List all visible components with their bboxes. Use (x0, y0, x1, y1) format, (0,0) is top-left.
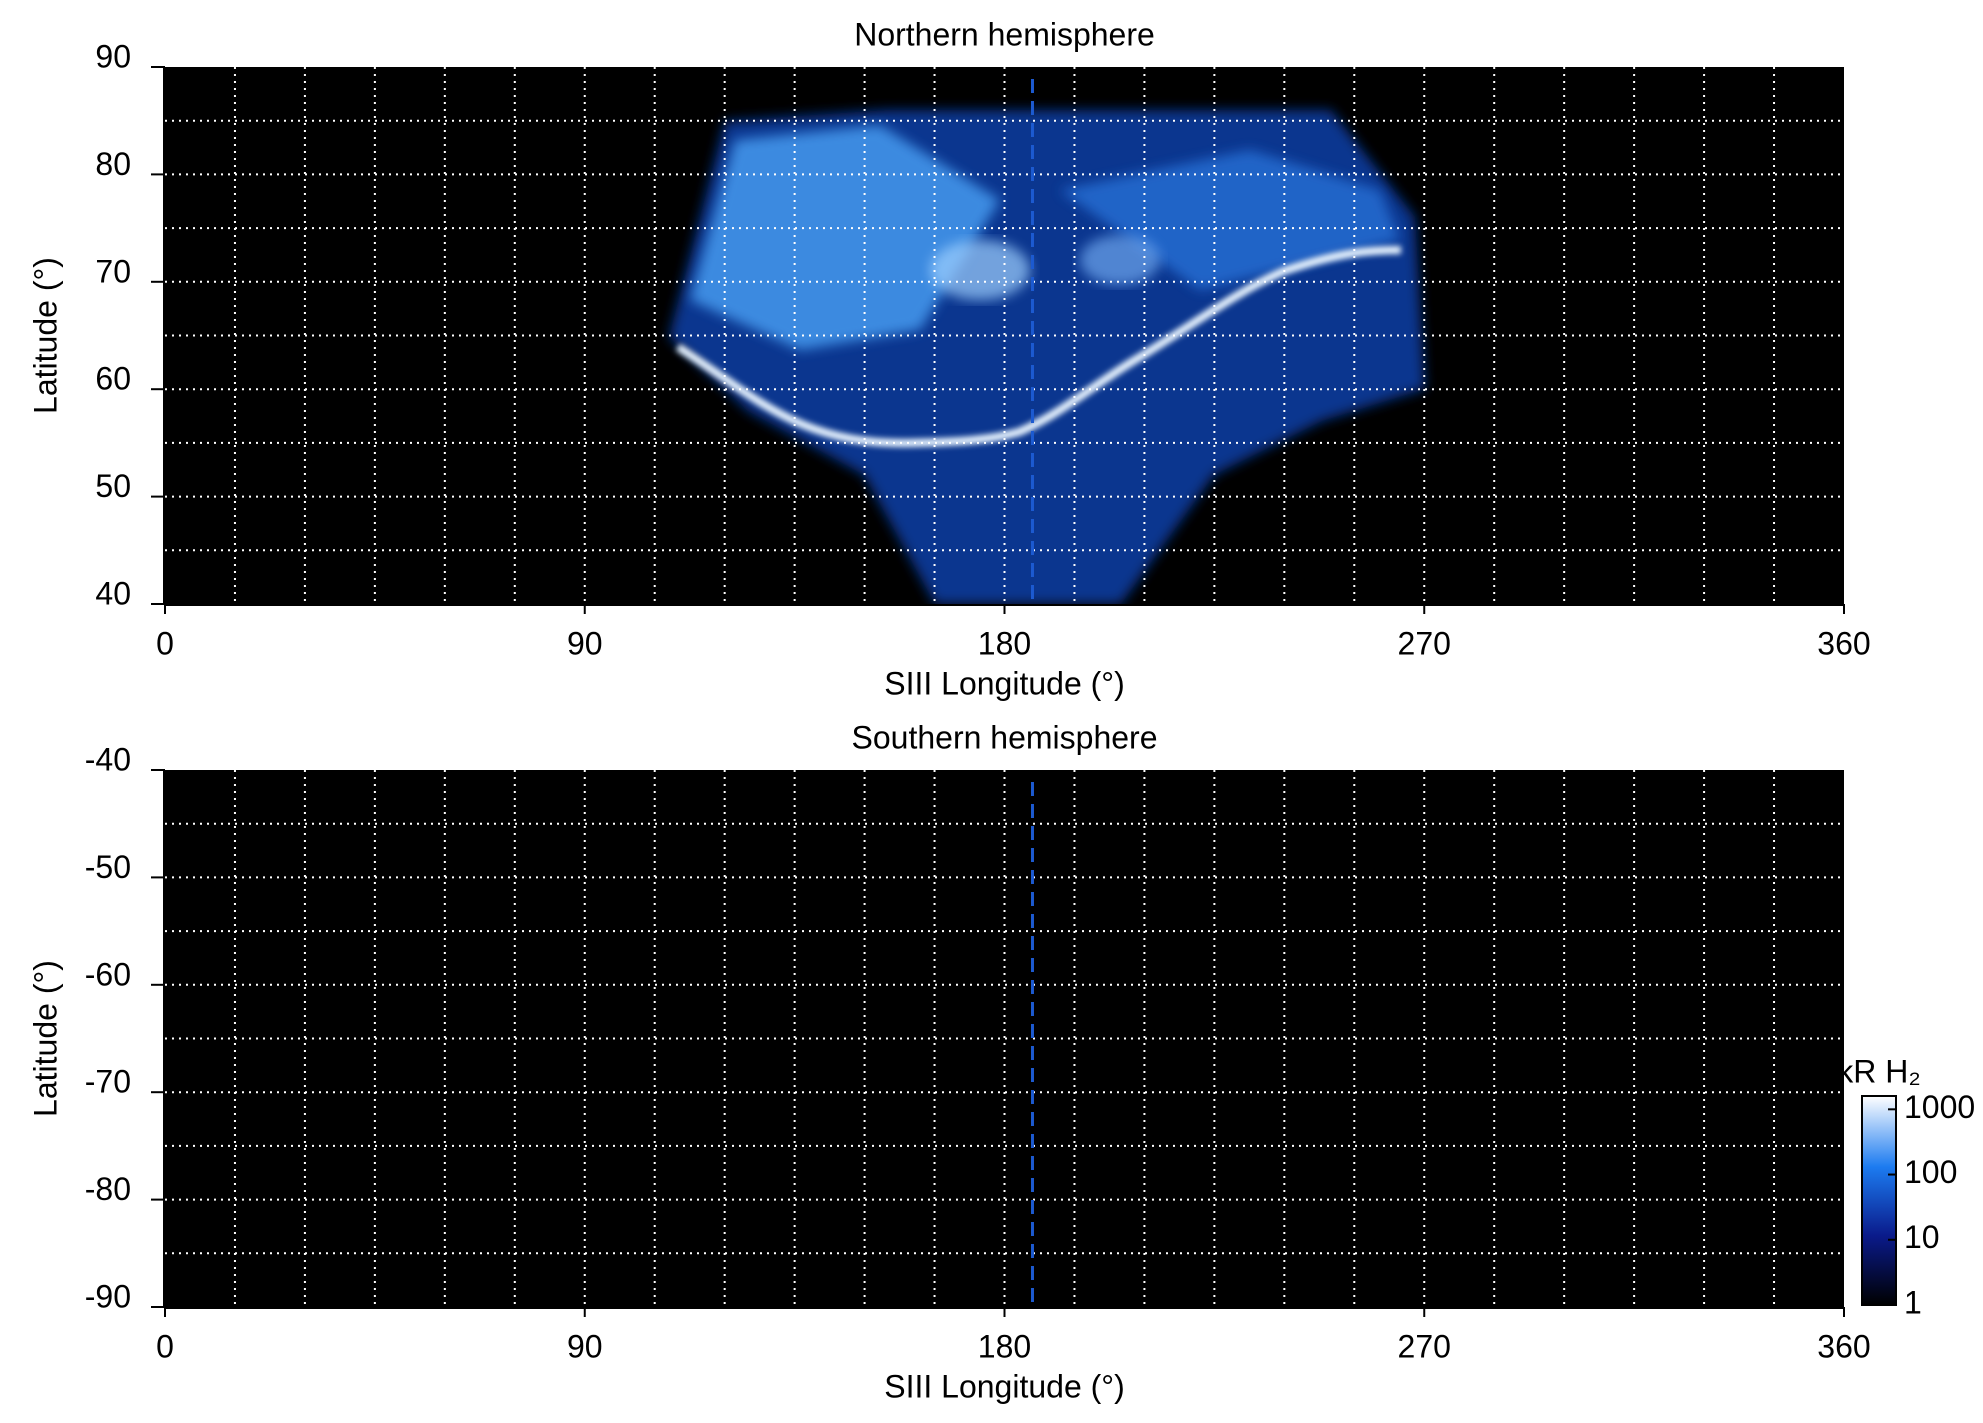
colorbar-tick-label: 100 (1904, 1154, 1957, 1190)
colorbar-tick-label: 1 (1904, 1284, 1922, 1320)
chart-title: Southern hemisphere (852, 719, 1158, 755)
x-tick-label: 270 (1398, 625, 1451, 661)
y-axis-title: Latitude (°) (27, 257, 63, 414)
x-tick-label: 360 (1817, 625, 1870, 661)
x-axis-title: SIII Longitude (°) (884, 665, 1124, 701)
colorbar-tick-label: 10 (1904, 1219, 1940, 1255)
y-tick-label: 60 (95, 361, 131, 397)
y-tick-label: -90 (85, 1278, 131, 1314)
y-tick-label: 80 (95, 146, 131, 182)
aurora-image (669, 110, 1425, 604)
x-tick-label: 360 (1817, 1328, 1870, 1364)
y-tick-label: 50 (95, 468, 131, 504)
colorbar (1861, 1095, 1897, 1306)
x-tick-label: 0 (156, 1328, 174, 1364)
plot-area (165, 770, 1844, 1307)
x-tick-label: 90 (567, 1328, 603, 1364)
y-axis-title: Latitude (°) (27, 960, 63, 1117)
x-tick-label: 180 (978, 625, 1031, 661)
y-tick-label: 70 (95, 253, 131, 289)
x-tick-label: 180 (978, 1328, 1031, 1364)
y-tick-label: -80 (85, 1171, 131, 1207)
y-tick-label: 40 (95, 575, 131, 611)
x-tick-label: 90 (567, 625, 603, 661)
colorbar-label: kR H₂ (1837, 1053, 1921, 1089)
y-tick-label: -60 (85, 956, 131, 992)
y-tick-label: -70 (85, 1064, 131, 1100)
colorbar-tick-label: 1000 (1904, 1089, 1975, 1125)
y-tick-label: -40 (85, 741, 131, 777)
x-tick-label: 0 (156, 625, 174, 661)
x-axis-title: SIII Longitude (°) (884, 1368, 1124, 1404)
chart-title: Northern hemisphere (854, 16, 1155, 52)
x-tick-label: 270 (1398, 1328, 1451, 1364)
y-tick-label: 90 (95, 38, 131, 74)
y-tick-label: -50 (85, 849, 131, 885)
